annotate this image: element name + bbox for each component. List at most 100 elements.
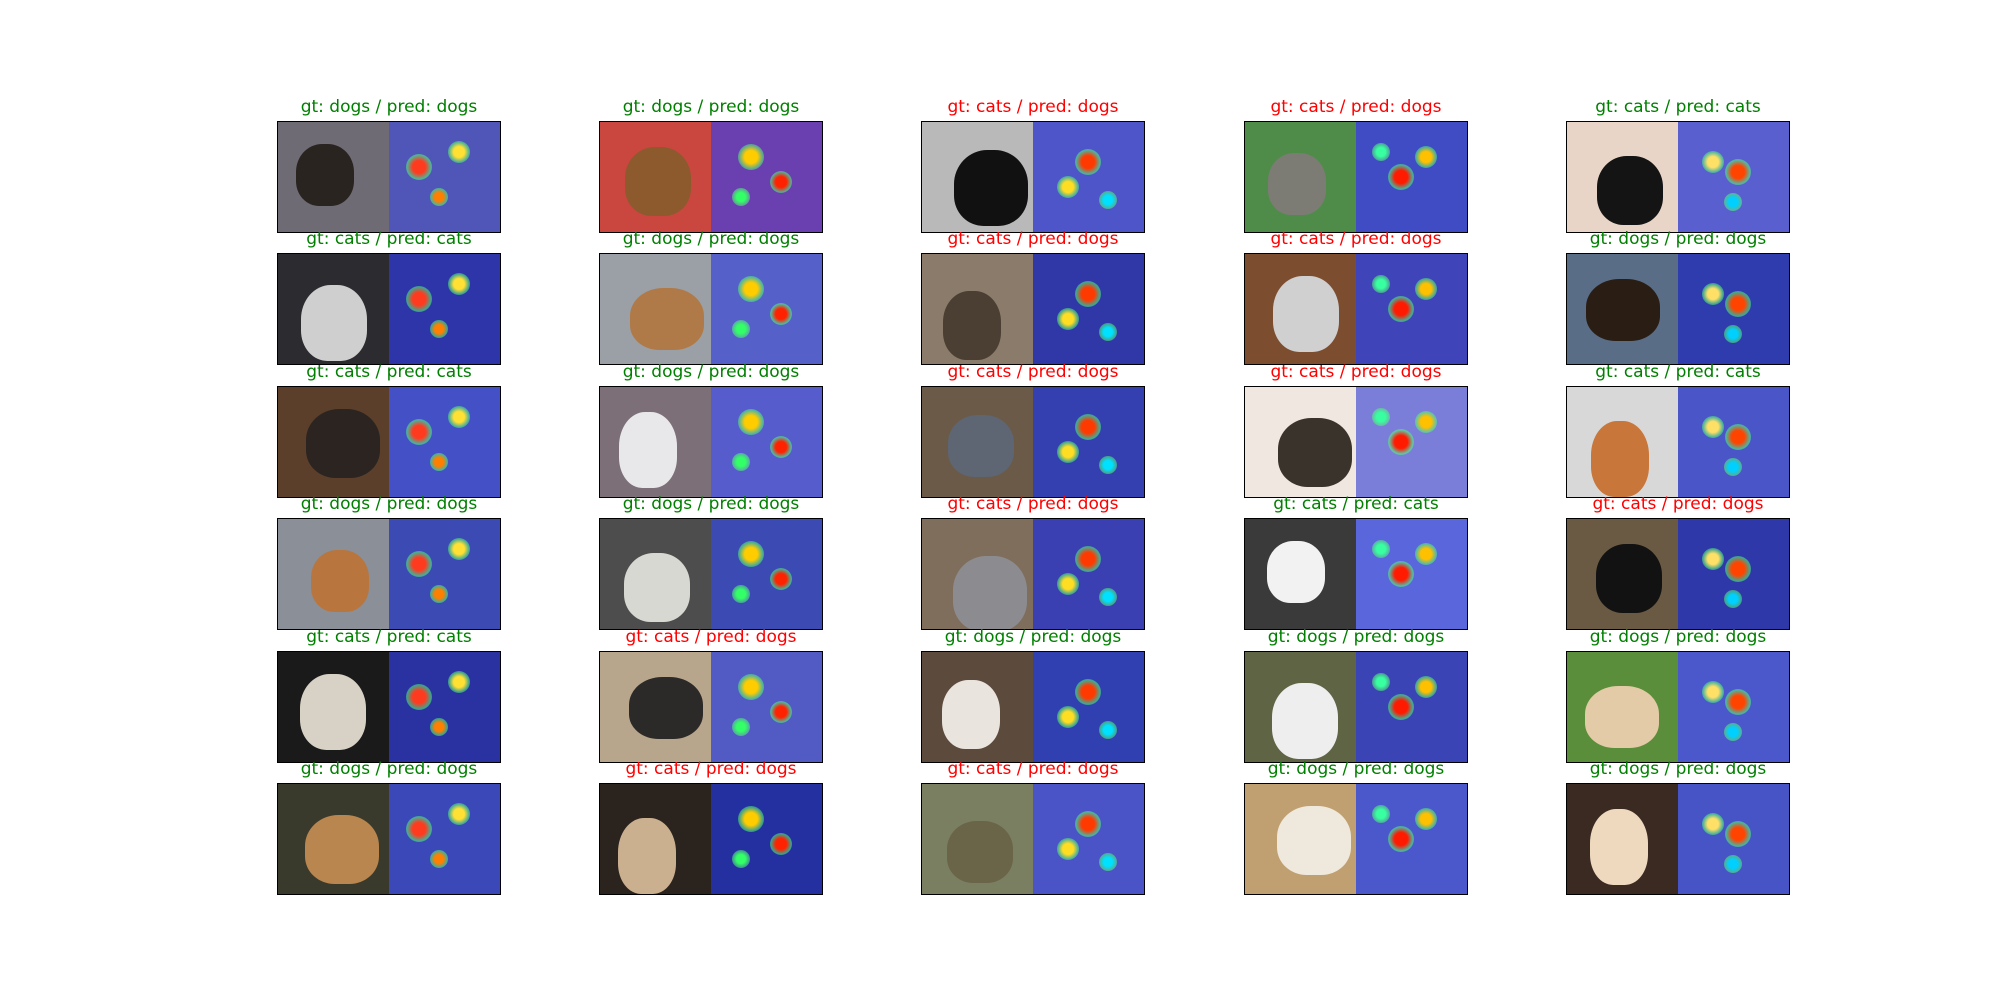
photo-subject — [1273, 276, 1339, 352]
cam-heatmap — [389, 122, 500, 232]
cam-heatmap — [1033, 122, 1144, 232]
heatmap-blob — [770, 701, 792, 723]
photo-subject — [1272, 683, 1338, 759]
input-photo — [922, 122, 1033, 232]
cam-heatmap — [711, 652, 822, 762]
cam-heatmap — [1678, 387, 1789, 497]
photo-subject — [942, 680, 1000, 749]
image-pair — [277, 386, 501, 498]
image-pair — [1244, 518, 1468, 630]
heatmap-blob — [406, 286, 432, 312]
heatmap-blob — [430, 585, 448, 603]
cell-title: gt: cats / pred: dogs — [947, 97, 1119, 117]
image-pair — [277, 518, 501, 630]
photo-subject — [947, 821, 1013, 883]
photo-subject — [1277, 806, 1351, 875]
heatmap-blob — [1099, 853, 1117, 871]
input-photo — [1245, 254, 1356, 364]
heatmap-blob — [1388, 164, 1414, 190]
photo-subject — [629, 677, 703, 739]
cell-title: gt: cats / pred: dogs — [947, 229, 1119, 249]
heatmap-blob — [1388, 826, 1414, 852]
heatmap-blob — [430, 188, 448, 206]
cam-heatmap — [389, 652, 500, 762]
input-photo — [600, 122, 711, 232]
cam-heatmap — [1356, 519, 1467, 629]
cam-heatmap — [389, 519, 500, 629]
cam-heatmap — [1033, 254, 1144, 364]
heatmap-blob — [1725, 159, 1751, 185]
photo-subject — [296, 144, 354, 206]
input-photo — [1567, 652, 1678, 762]
cell-title: gt: dogs / pred: dogs — [300, 759, 478, 779]
input-photo — [600, 387, 711, 497]
photo-subject — [619, 412, 677, 488]
image-pair — [921, 651, 1145, 763]
heatmap-blob — [770, 568, 792, 590]
heatmap-blob — [732, 188, 750, 206]
photo-subject — [943, 291, 1001, 360]
cell-title: gt: cats / pred: dogs — [947, 759, 1119, 779]
image-pair — [277, 783, 501, 895]
photo-subject — [624, 553, 690, 622]
image-pair — [1244, 783, 1468, 895]
cell-title: gt: dogs / pred: dogs — [300, 494, 478, 514]
cam-heatmap — [389, 254, 500, 364]
image-pair — [1566, 651, 1790, 763]
heatmap-blob — [430, 453, 448, 471]
input-photo — [1567, 254, 1678, 364]
heatmap-blob — [1724, 723, 1742, 741]
heatmap-blob — [1057, 176, 1079, 198]
cam-heatmap — [1033, 519, 1144, 629]
image-pair — [921, 121, 1145, 233]
cell-title: gt: cats / pred: cats — [306, 229, 472, 249]
photo-subject — [1586, 279, 1660, 341]
heatmap-blob — [1057, 573, 1079, 595]
image-pair — [277, 651, 501, 763]
cam-heatmap — [389, 784, 500, 894]
cam-heatmap — [1678, 519, 1789, 629]
image-pair — [1244, 651, 1468, 763]
photo-subject — [1268, 153, 1326, 215]
photo-subject — [1591, 421, 1649, 497]
photo-subject — [1278, 418, 1352, 487]
cell-title: gt: dogs / pred: dogs — [622, 494, 800, 514]
cam-heatmap — [1678, 254, 1789, 364]
cell-title: gt: cats / pred: cats — [1595, 362, 1761, 382]
image-pair — [1244, 386, 1468, 498]
heatmap-blob — [448, 141, 470, 163]
image-pair — [921, 783, 1145, 895]
photo-subject — [300, 674, 366, 750]
input-photo — [278, 122, 389, 232]
photo-subject — [630, 288, 704, 350]
input-photo — [1245, 122, 1356, 232]
heatmap-blob — [1415, 146, 1437, 168]
heatmap-blob — [1702, 681, 1724, 703]
cell-title: gt: cats / pred: dogs — [625, 759, 797, 779]
input-photo — [922, 652, 1033, 762]
photo-subject — [625, 147, 691, 216]
heatmap-blob — [1702, 813, 1724, 835]
photo-subject — [306, 409, 380, 478]
heatmap-blob — [448, 803, 470, 825]
cam-heatmap — [389, 387, 500, 497]
heatmap-blob — [738, 409, 764, 435]
cell-title: gt: dogs / pred: dogs — [300, 97, 478, 117]
heatmap-blob — [1724, 325, 1742, 343]
image-pair — [1244, 253, 1468, 365]
heatmap-blob — [430, 850, 448, 868]
input-photo — [922, 254, 1033, 364]
heatmap-blob — [1057, 838, 1079, 860]
heatmap-blob — [1725, 821, 1751, 847]
photo-subject — [618, 818, 676, 894]
image-pair — [599, 651, 823, 763]
heatmap-blob — [406, 816, 432, 842]
cell-title: gt: cats / pred: cats — [1595, 97, 1761, 117]
cell-title: gt: dogs / pred: dogs — [622, 229, 800, 249]
cell-title: gt: dogs / pred: dogs — [1267, 627, 1445, 647]
cam-heatmap — [1033, 652, 1144, 762]
heatmap-blob — [448, 671, 470, 693]
heatmap-blob — [738, 674, 764, 700]
photo-subject — [1590, 809, 1648, 885]
photo-subject — [301, 285, 367, 361]
